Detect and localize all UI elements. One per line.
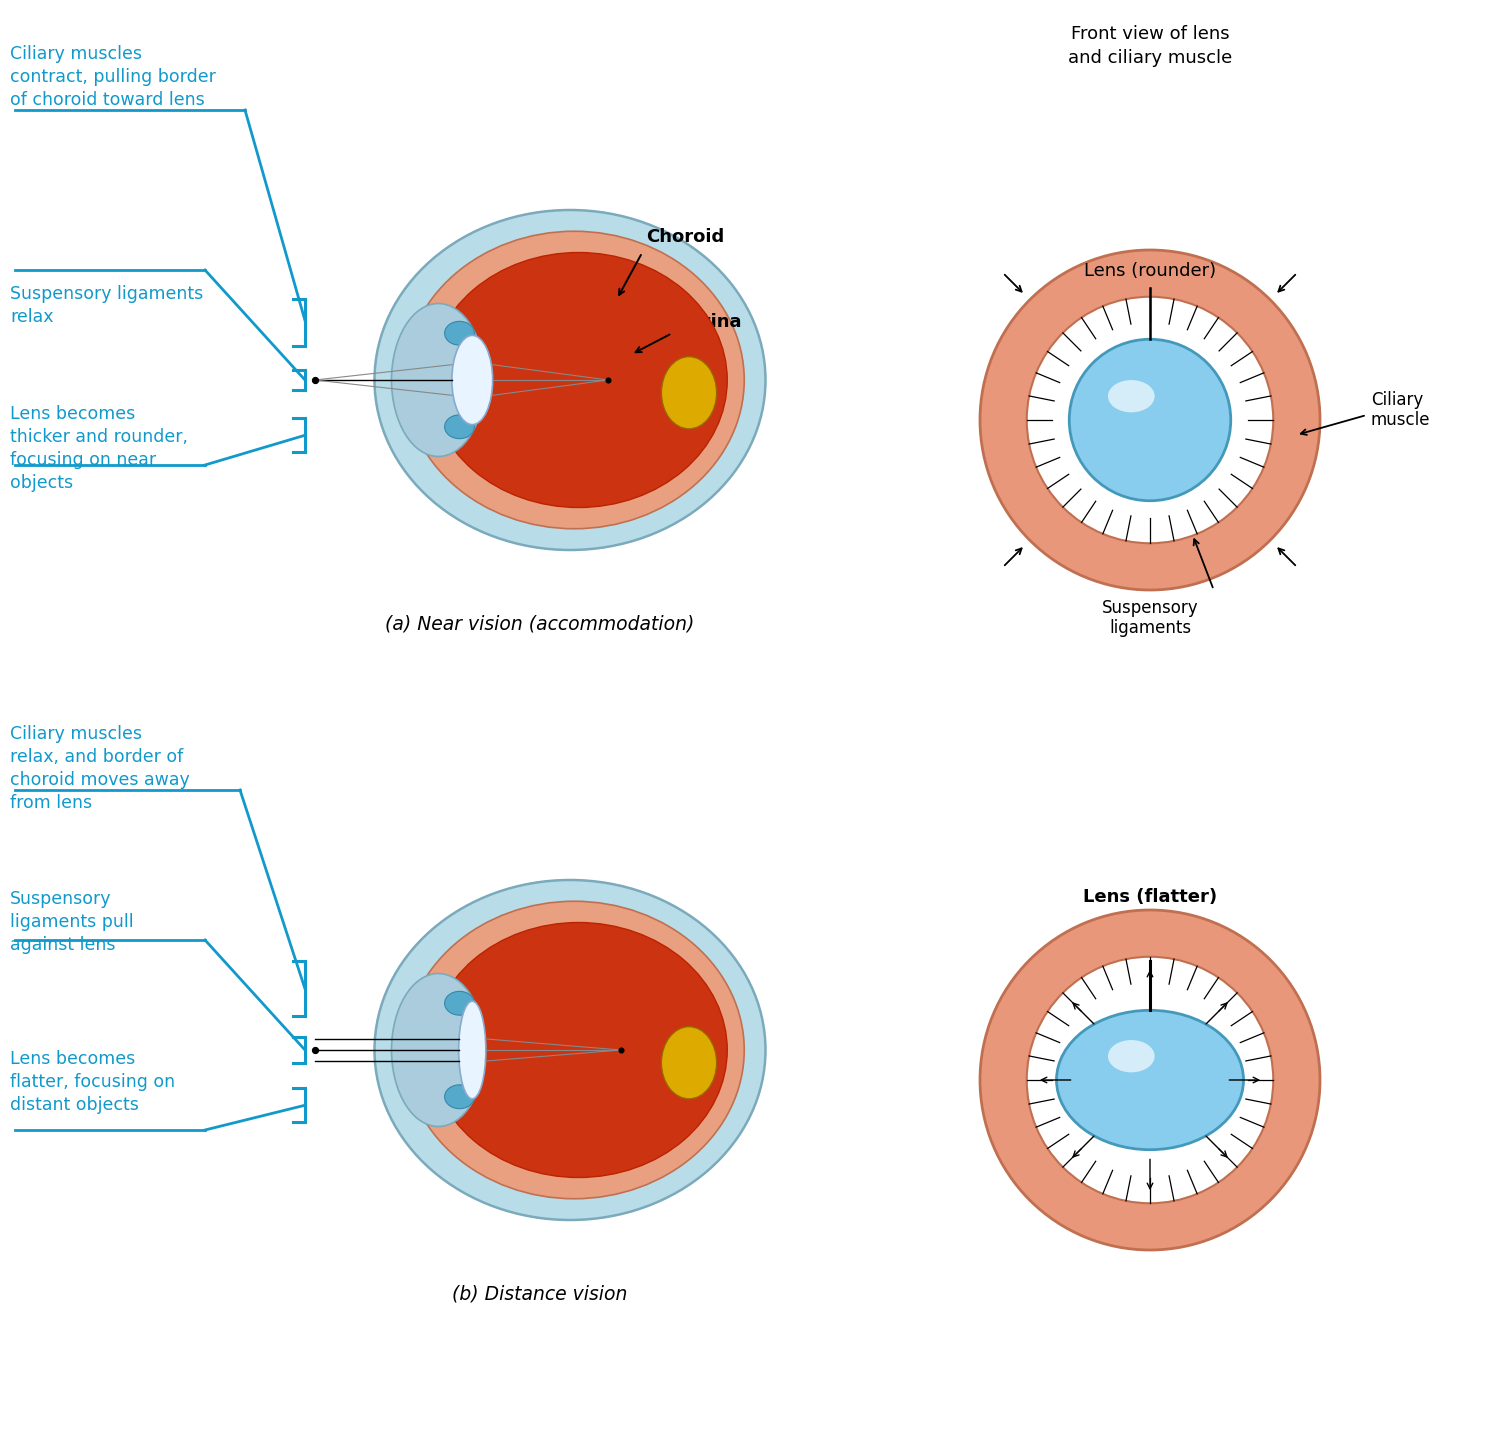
- Text: Lens becomes
flatter, focusing on
distant objects: Lens becomes flatter, focusing on distan…: [10, 1050, 176, 1113]
- Ellipse shape: [444, 1084, 474, 1109]
- Text: Suspensory
ligaments pull
against lens: Suspensory ligaments pull against lens: [10, 890, 134, 953]
- Text: Lens becomes
thicker and rounder,
focusing on near
objects: Lens becomes thicker and rounder, focusi…: [10, 405, 188, 491]
- Ellipse shape: [444, 415, 474, 439]
- Text: Ciliary muscles
contract, pulling border
of choroid toward lens: Ciliary muscles contract, pulling border…: [10, 45, 216, 109]
- Text: Ciliary muscles
relax, and border of
choroid moves away
from lens: Ciliary muscles relax, and border of cho…: [10, 724, 190, 812]
- Text: (b) Distance vision: (b) Distance vision: [453, 1284, 627, 1305]
- Circle shape: [1026, 297, 1274, 543]
- Ellipse shape: [452, 336, 492, 425]
- Text: Choroid: Choroid: [646, 228, 724, 246]
- Ellipse shape: [1056, 1011, 1244, 1149]
- Text: Lens (flatter): Lens (flatter): [1083, 887, 1216, 906]
- Ellipse shape: [430, 923, 728, 1178]
- Ellipse shape: [375, 880, 765, 1220]
- Text: Front view of lens
and ciliary muscle: Front view of lens and ciliary muscle: [1068, 24, 1232, 66]
- Ellipse shape: [405, 901, 744, 1198]
- Ellipse shape: [405, 232, 744, 528]
- Ellipse shape: [392, 973, 484, 1126]
- Ellipse shape: [1108, 380, 1155, 412]
- Ellipse shape: [1070, 340, 1230, 501]
- Ellipse shape: [662, 357, 717, 429]
- Text: Lens (rounder): Lens (rounder): [1084, 262, 1216, 279]
- Text: Retina: Retina: [676, 312, 742, 331]
- Ellipse shape: [444, 321, 474, 346]
- Circle shape: [980, 910, 1320, 1250]
- Circle shape: [980, 251, 1320, 590]
- Ellipse shape: [1108, 1040, 1155, 1073]
- Ellipse shape: [662, 1027, 717, 1099]
- Text: Ciliary
muscle: Ciliary muscle: [1371, 390, 1431, 429]
- Text: (a) Near vision (accommodation): (a) Near vision (accommodation): [386, 615, 694, 634]
- Circle shape: [1026, 956, 1274, 1204]
- Ellipse shape: [375, 210, 765, 550]
- Ellipse shape: [444, 991, 474, 1015]
- Text: Suspensory ligaments
relax: Suspensory ligaments relax: [10, 285, 204, 325]
- Ellipse shape: [430, 252, 728, 507]
- Ellipse shape: [459, 1001, 486, 1099]
- Ellipse shape: [392, 304, 484, 456]
- Text: Suspensory
ligaments: Suspensory ligaments: [1101, 599, 1198, 638]
